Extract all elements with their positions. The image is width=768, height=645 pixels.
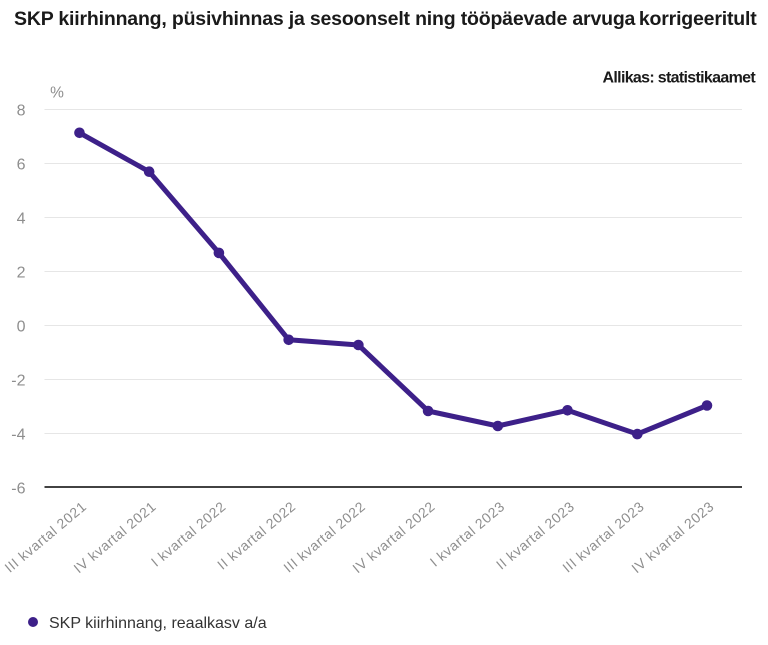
svg-text:SKP kiirhinnang, püsivhinnas j: SKP kiirhinnang, püsivhinnas ja sesoonse… [14,8,757,30]
svg-text:-2: -2 [11,372,25,389]
svg-text:8: 8 [17,102,26,119]
svg-text:2: 2 [17,264,26,281]
svg-text:6: 6 [17,156,26,173]
svg-text:4: 4 [17,210,26,227]
svg-text:Allikas: statistikaamet: Allikas: statistikaamet [603,70,757,87]
svg-text:%: % [50,85,64,102]
svg-text:-4: -4 [11,426,25,443]
svg-text:-6: -6 [11,480,25,497]
svg-text:0: 0 [17,318,26,335]
svg-text:SKP kiirhinnang, reaalkasv a/a: SKP kiirhinnang, reaalkasv a/a [49,615,267,632]
